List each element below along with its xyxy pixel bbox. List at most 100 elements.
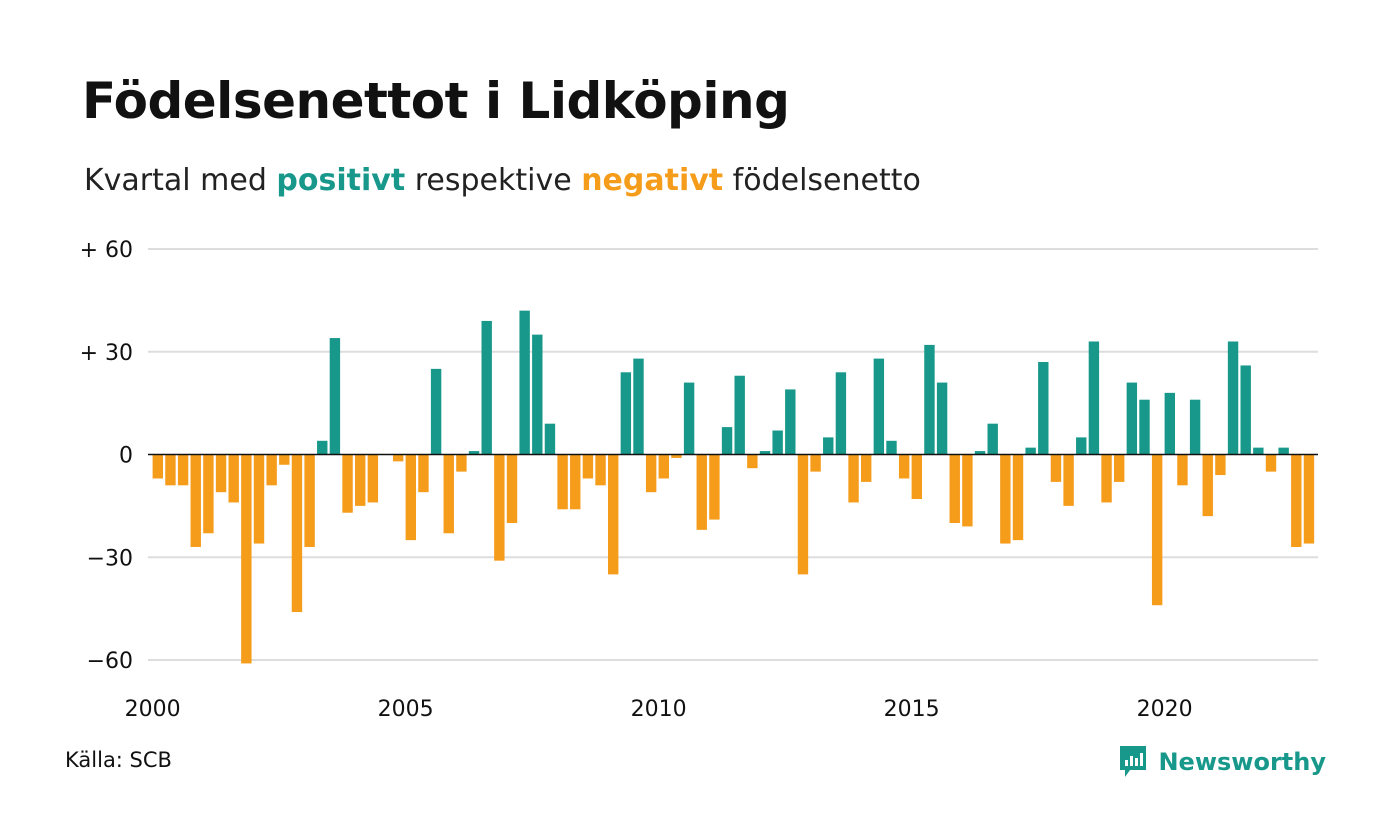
bar (1000, 454, 1011, 544)
bar (1126, 382, 1138, 455)
bar (962, 454, 973, 527)
bar (949, 454, 960, 523)
bar (861, 454, 872, 482)
bar (253, 454, 265, 544)
subtitle-negative-word: negativt (581, 163, 724, 198)
bar (633, 358, 644, 455)
bar (1063, 454, 1074, 506)
subtitle-suffix: födelsenetto (723, 163, 921, 198)
bar (152, 454, 163, 479)
x-tick-label: 2020 (1137, 697, 1193, 722)
bar (823, 437, 834, 455)
bar (177, 454, 189, 486)
brand-name: Newsworthy (1158, 748, 1326, 776)
bar (1303, 454, 1315, 544)
bar (608, 454, 619, 575)
gridlines (148, 248, 1318, 661)
bar (1265, 454, 1277, 472)
bar (898, 454, 910, 479)
source-note: Källa: SCB (65, 748, 172, 772)
bar (886, 440, 897, 455)
subtitle-prefix: Kvartal med (84, 163, 277, 198)
bars (152, 310, 1315, 664)
bar (936, 382, 948, 455)
bar (734, 375, 745, 455)
bar (481, 320, 492, 455)
bar (911, 454, 922, 500)
bar (772, 430, 783, 455)
bar (392, 454, 404, 462)
bar (1088, 341, 1100, 455)
bar (1139, 399, 1150, 455)
bar (1177, 454, 1188, 486)
bar (1291, 454, 1302, 547)
bar (456, 454, 467, 472)
bar (1253, 447, 1264, 455)
bar (203, 454, 214, 534)
bar (1215, 454, 1226, 476)
bar (848, 454, 859, 503)
y-tick-label: + 60 (80, 238, 133, 263)
bar (317, 440, 328, 455)
bar (785, 389, 796, 455)
bar (987, 423, 998, 455)
newsworthy-logo-icon (1120, 746, 1147, 777)
bar (342, 454, 353, 513)
bar (1025, 447, 1036, 455)
bar (595, 454, 606, 486)
x-tick-label: 2005 (378, 697, 434, 722)
bar (658, 454, 669, 479)
bar (279, 454, 290, 465)
bar (291, 454, 303, 613)
bar (241, 454, 252, 664)
bar (810, 454, 821, 472)
y-axis-ticks: + 60 + 30 0 −30 −60 (80, 238, 133, 674)
bar (418, 454, 429, 493)
bar (1101, 454, 1112, 503)
bar (1202, 454, 1213, 517)
bar (620, 372, 632, 455)
bar (924, 344, 935, 455)
bar (747, 454, 758, 469)
bar (1227, 341, 1239, 455)
bar (759, 451, 771, 455)
y-tick-label: + 30 (80, 341, 133, 366)
y-tick-label: −30 (87, 546, 133, 571)
x-tick-label: 2015 (884, 697, 940, 722)
bar (797, 454, 809, 575)
bar (405, 454, 416, 541)
subtitle-positive-word: positivt (276, 163, 406, 198)
bar (582, 454, 594, 479)
bar (329, 338, 341, 455)
bar (557, 454, 568, 510)
bar-chart: + 60 + 30 0 −30 −60 2000 2005 2010 2015 2020 (80, 238, 1318, 722)
bar (532, 334, 543, 455)
bar (165, 454, 176, 486)
bar (709, 454, 720, 520)
bar (570, 454, 581, 510)
x-axis-ticks: 2000 2005 2010 2015 2020 (125, 697, 1193, 722)
bar (1114, 454, 1125, 482)
bar (974, 451, 986, 455)
bar (430, 368, 442, 455)
y-tick-label: −60 (87, 649, 133, 674)
bar (1278, 447, 1289, 455)
bar (190, 454, 201, 547)
bar (721, 427, 733, 455)
bar (671, 454, 682, 458)
bar (367, 454, 379, 503)
chart-subtitle: Kvartal med positivt respektive negativt… (84, 160, 921, 202)
bar (355, 454, 366, 506)
subtitle-middle: respektive (405, 163, 582, 198)
chart-title: Födelsenettot i Lidköping (82, 72, 790, 130)
bar (1012, 454, 1024, 541)
bar (304, 454, 315, 547)
x-tick-label: 2010 (631, 697, 687, 722)
bar (1050, 454, 1062, 482)
bar (494, 454, 505, 561)
bar (228, 454, 239, 503)
bar (1151, 454, 1163, 606)
bar (1240, 365, 1251, 455)
bar (873, 358, 885, 455)
bar (683, 382, 695, 455)
